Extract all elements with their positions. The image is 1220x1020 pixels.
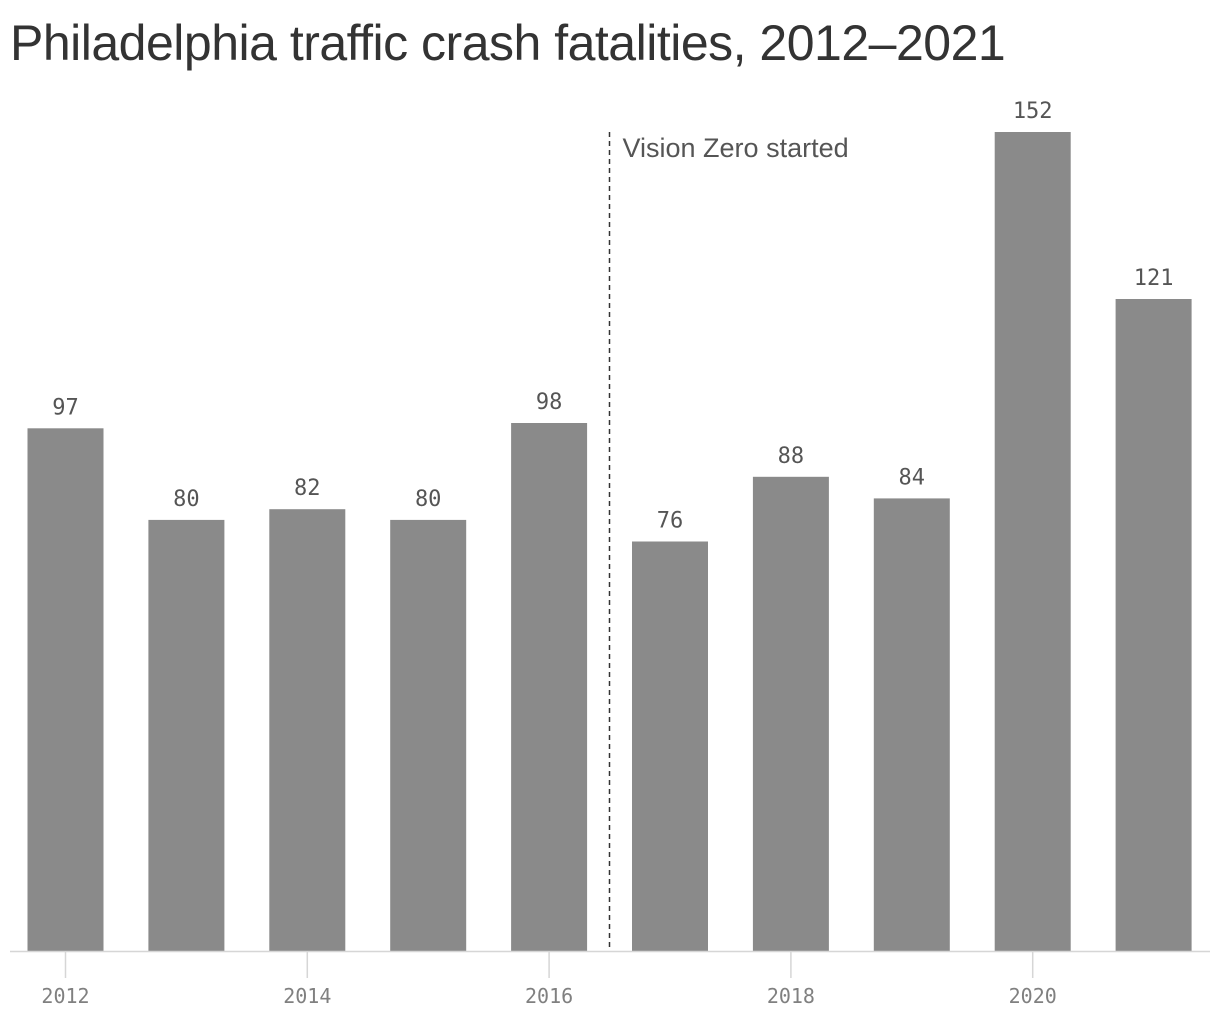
bar-2016 <box>511 423 588 951</box>
bar-2019 <box>873 498 950 951</box>
x-tick-label-2012: 2012 <box>41 984 89 1008</box>
bar-2013 <box>148 519 225 951</box>
bar-2014 <box>269 509 346 951</box>
bar-2012 <box>27 428 104 951</box>
data-label-2019: 84 <box>899 465 926 490</box>
data-label-2018: 88 <box>778 444 805 469</box>
bar-2015 <box>390 519 467 951</box>
data-label-2014: 82 <box>294 476 321 501</box>
data-label-2017: 76 <box>657 509 684 534</box>
bar-2020 <box>994 132 1071 951</box>
data-labels-layer: 97 80 82 80 98 76 88 84 152 121 <box>52 99 1173 534</box>
x-tick-label-2016: 2016 <box>525 984 573 1008</box>
data-label-2021: 121 <box>1134 266 1174 291</box>
vision-zero-annotation: Vision Zero started <box>623 133 849 163</box>
data-label-2016: 98 <box>536 390 563 415</box>
x-tick-label-2020: 2020 <box>1009 984 1057 1008</box>
x-tick-label-2018: 2018 <box>767 984 815 1008</box>
data-label-2012: 97 <box>52 395 79 420</box>
bar-2017 <box>632 541 708 951</box>
x-axis-ticks: 2012 2014 2016 2018 2020 <box>41 952 1057 1008</box>
data-label-2015: 80 <box>415 487 442 512</box>
annotation-layer: Vision Zero started <box>608 132 849 951</box>
chart-title: Philadelphia traffic crash fatalities, 2… <box>10 15 1006 71</box>
bars-layer <box>27 132 1192 951</box>
x-tick-label-2014: 2014 <box>283 984 331 1008</box>
data-label-2020: 152 <box>1013 99 1053 124</box>
bar-2018 <box>752 476 829 951</box>
data-label-2013: 80 <box>173 487 200 512</box>
bar-2021 <box>1115 299 1192 951</box>
